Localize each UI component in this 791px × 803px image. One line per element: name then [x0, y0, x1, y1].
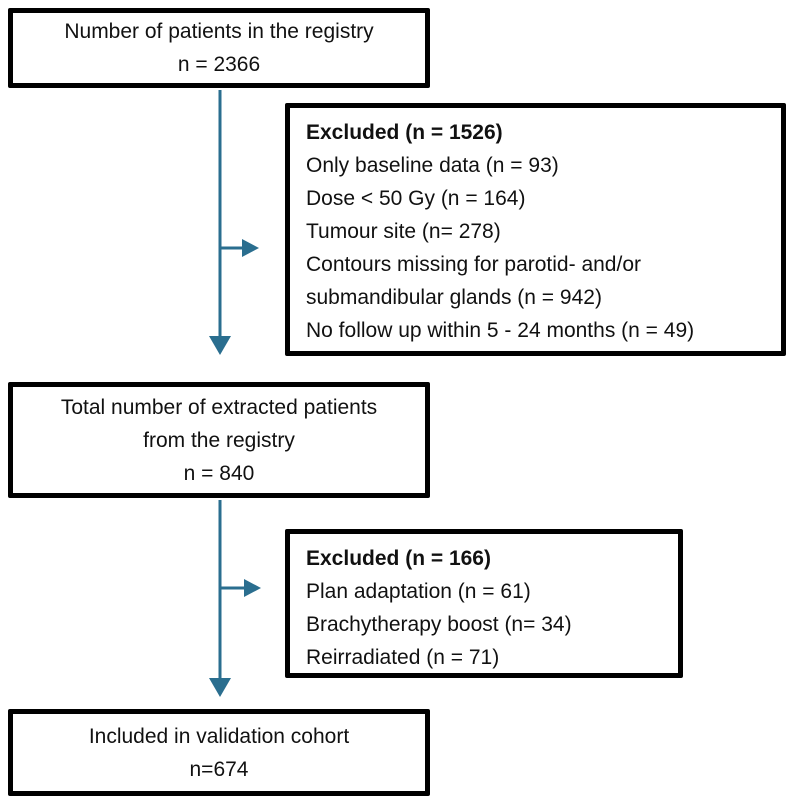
- excluded-second-item: Brachytherapy boost (n= 34): [306, 613, 572, 636]
- arrow-branch-excluded-first: [220, 239, 259, 257]
- arrow-registry-to-extracted: [209, 90, 231, 355]
- arrow-branch-excluded-second: [220, 579, 261, 597]
- excluded-first-item: Dose < 50 Gy (n = 164): [306, 187, 526, 210]
- included-box-title: Included in validation cohort: [88, 724, 350, 748]
- extracted-box-title-line2: from the registry: [143, 428, 295, 452]
- extracted-box: Total number of extracted patients from …: [8, 382, 430, 498]
- excluded-first-title: Excluded (n = 1526): [306, 121, 503, 144]
- registry-box-count: n = 2366: [177, 53, 261, 76]
- registry-box-title: Number of patients in the registry: [64, 20, 374, 43]
- extracted-box-count: n = 840: [183, 461, 255, 485]
- included-box: Included in validation cohort n=674: [8, 709, 430, 796]
- excluded-first-item: Tumour site (n= 278): [306, 220, 501, 243]
- arrow-extracted-to-included: [209, 500, 231, 697]
- excluded-second-item: Reirradiated (n = 71): [306, 646, 500, 669]
- excluded-first-item: Only baseline data (n = 93): [306, 154, 559, 177]
- registry-box: Number of patients in the registry n = 2…: [8, 8, 430, 88]
- excluded-first-item: No follow up within 5 - 24 months (n = 4…: [306, 319, 695, 342]
- extracted-box-title-line1: Total number of extracted patients: [60, 395, 378, 419]
- excluded-second-title: Excluded (n = 166): [306, 547, 491, 570]
- included-box-count: n=674: [189, 757, 249, 781]
- excluded-first-item: Contours missing for parotid- and/or sub…: [306, 253, 641, 309]
- excluded-second-item: Plan adaptation (n = 61): [306, 580, 531, 603]
- excluded-second-box: Excluded (n = 166) Plan adaptation (n = …: [285, 529, 683, 678]
- excluded-first-box: Excluded (n = 1526) Only baseline data (…: [285, 103, 786, 356]
